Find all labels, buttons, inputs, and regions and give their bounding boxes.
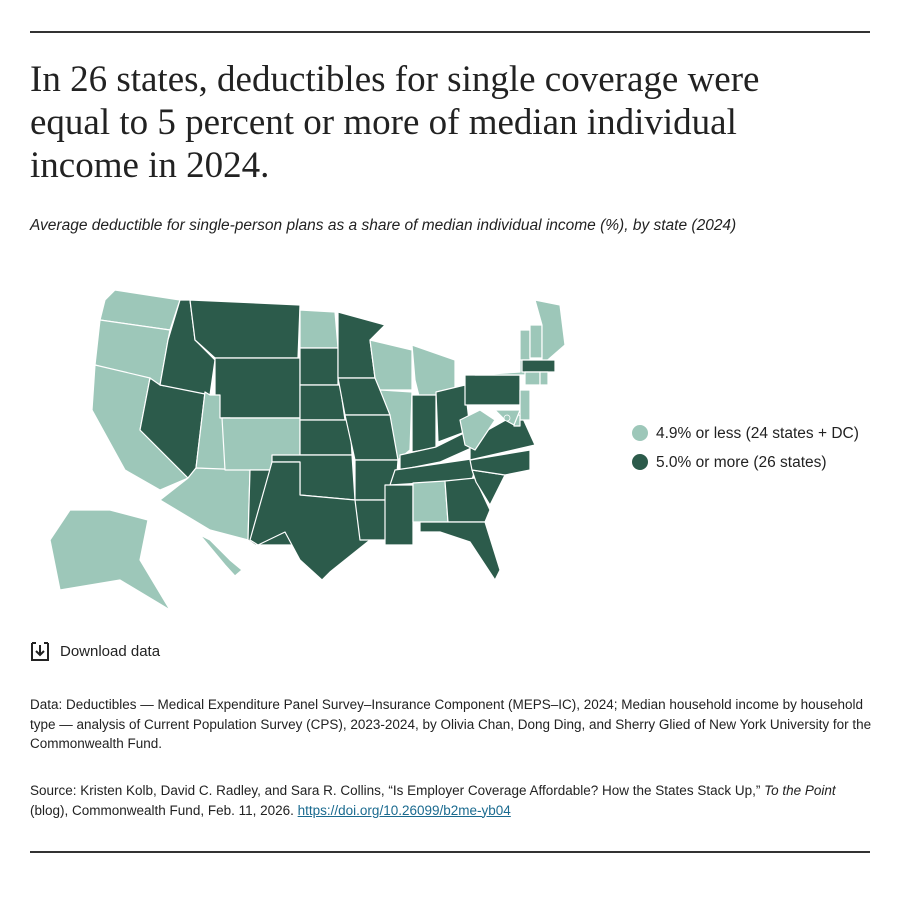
subtitle: Average deductible for single-person pla… [30, 217, 737, 234]
download[interactable]: Download data [30, 640, 160, 662]
state [411, 394, 437, 453]
download-label[interactable]: Download data [60, 642, 161, 660]
state [299, 347, 339, 386]
state [459, 409, 496, 451]
source-text-after: (blog), Commonwealth Fund, Feb. 11, 2026… [30, 802, 298, 818]
state [199, 534, 243, 577]
legend-label: 4.9% or less (24 states + DC) [656, 425, 859, 442]
source-publication: To the Point [764, 783, 836, 798]
download-icon [31, 642, 49, 661]
state [189, 299, 301, 359]
map: 4.9% or less (24 states + DC) 5.0% or mor… [49, 289, 859, 611]
state [249, 461, 373, 581]
legend-swatch [632, 425, 648, 441]
title: In 26 states, deductibles for single cov… [30, 59, 760, 186]
state [369, 339, 413, 391]
source-text: Source: Kristen Kolb, David C. Radley, a… [30, 783, 765, 798]
state [444, 477, 491, 523]
state [529, 324, 543, 359]
source-link[interactable]: https://doi.org/10.26099/b2me-yb04 [297, 802, 511, 818]
state [519, 389, 531, 421]
state [384, 484, 414, 546]
legend-label: 5.0% or more (26 states) [656, 454, 827, 471]
state [521, 359, 556, 373]
state [299, 419, 353, 456]
state [503, 414, 511, 422]
state [419, 521, 501, 581]
state [539, 371, 549, 386]
source: Source: Kristen Kolb, David C. Radley, a… [30, 781, 875, 820]
state [299, 309, 339, 349]
state [464, 374, 521, 406]
state [534, 299, 566, 366]
legend-swatch [632, 454, 648, 470]
state [214, 357, 301, 419]
state [299, 384, 346, 421]
data-note: Data: Deductibles — Medical Expenditure … [30, 697, 872, 751]
top-rule [30, 31, 870, 33]
state [49, 509, 171, 611]
state [524, 371, 541, 386]
state [469, 449, 531, 476]
state [412, 480, 449, 523]
state [519, 329, 531, 361]
bottom-rule [30, 851, 870, 853]
